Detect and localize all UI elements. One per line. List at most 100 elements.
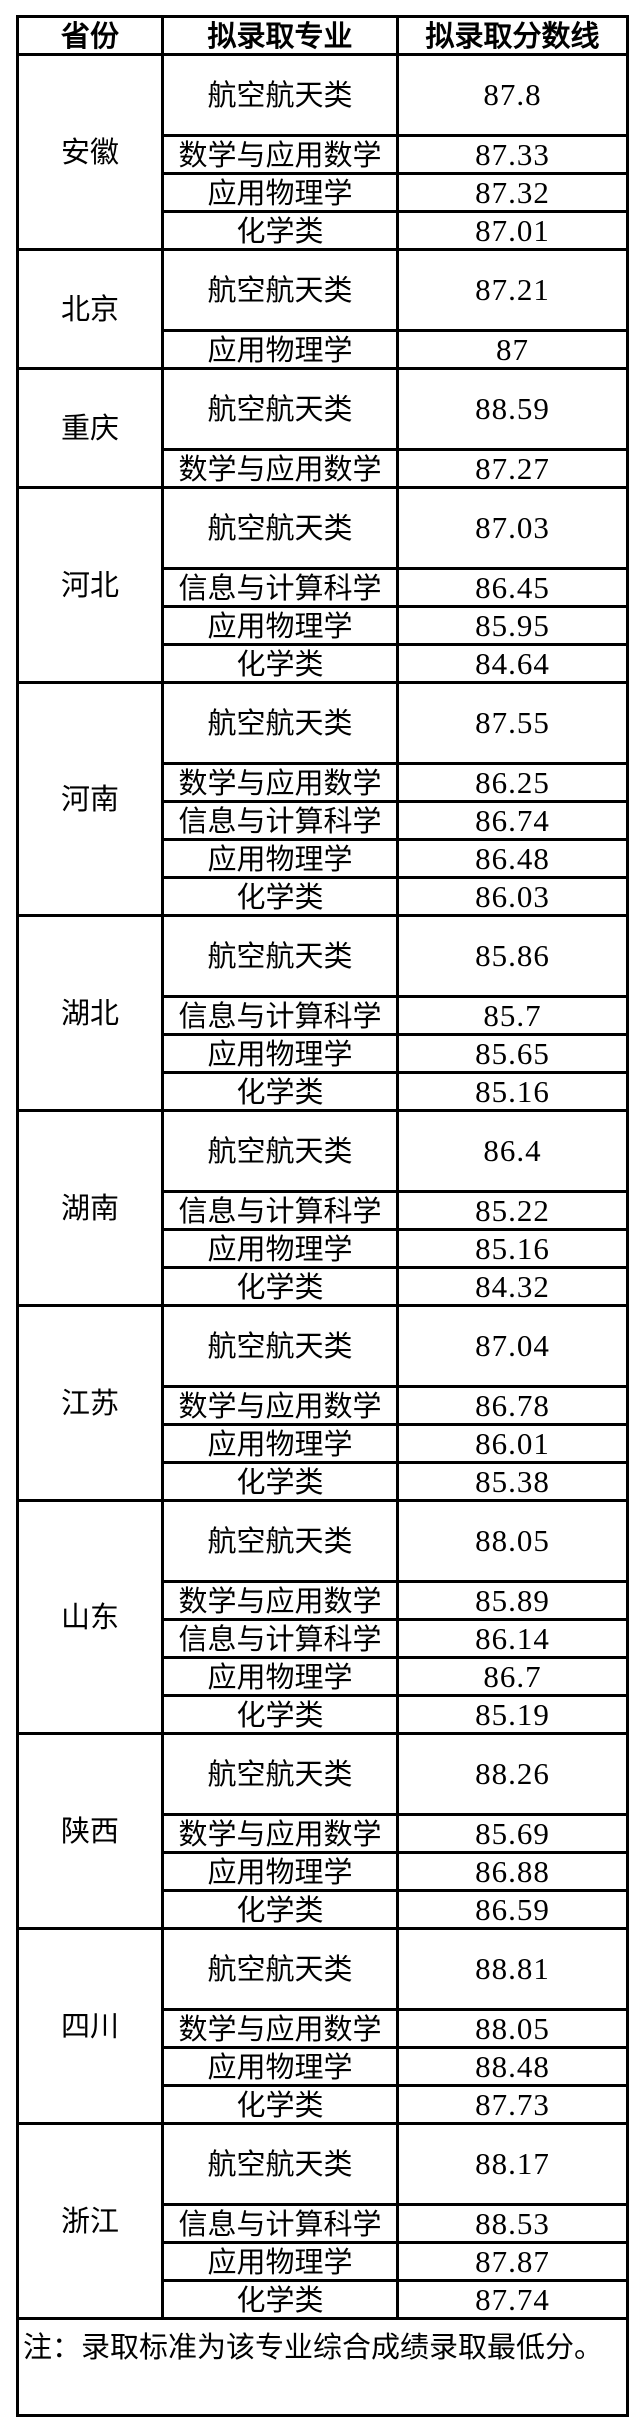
- score-cell: 86.7: [396, 1656, 629, 1697]
- note-text: 注：录取标准为该专业综合成绩录取最低分。: [16, 2317, 629, 2417]
- major-cell: 化学类: [161, 210, 399, 251]
- table-row: 数学与应用数学 86.25: [18, 762, 629, 803]
- major-cell: 数学与应用数学: [161, 134, 399, 175]
- province-cell: 四川: [16, 1927, 164, 2125]
- table-row: 信息与计算科学 85.7: [18, 995, 629, 1036]
- table-row: 湖北 航空航天类 85.86: [16, 914, 629, 1112]
- score-cell: 85.65: [396, 1033, 629, 1074]
- major-cell: 化学类: [161, 643, 399, 684]
- admission-score-table: 省份 拟录取专业 拟录取分数线 安徽 航空航天类 87.8 数学与应用数学 87.33 应…: [16, 15, 629, 2417]
- score-cell: 84.32: [396, 1266, 629, 1307]
- table-row: 重庆 航空航天类 88.59: [16, 367, 629, 489]
- major-cell: 航空航天类: [161, 1109, 399, 1193]
- score-cell: 88.05: [396, 1499, 629, 1583]
- score-cell: 85.16: [396, 1228, 629, 1269]
- table-row: 应用物理学 87: [18, 329, 629, 370]
- table-row: 信息与计算科学 86.14: [18, 1618, 629, 1659]
- score-cell: 86.59: [396, 1889, 629, 1930]
- score-cell: 86.03: [396, 876, 629, 917]
- province-cell: 重庆: [16, 367, 164, 489]
- province-cell: 河南: [16, 681, 164, 917]
- major-cell: 航空航天类: [161, 681, 399, 765]
- score-cell: 85.22: [396, 1190, 629, 1231]
- province-cell: 北京: [16, 248, 164, 370]
- score-cell: 84.64: [396, 643, 629, 684]
- major-cell: 应用物理学: [161, 605, 399, 646]
- major-cell: 应用物理学: [161, 2046, 399, 2087]
- major-cell: 应用物理学: [161, 1851, 399, 1892]
- score-cell: 87.03: [396, 486, 629, 570]
- table-row: 湖南 航空航天类 86.4: [16, 1109, 629, 1307]
- table-row: 应用物理学 86.48: [18, 838, 629, 879]
- score-cell: 87: [396, 329, 629, 370]
- major-cell: 航空航天类: [161, 367, 399, 451]
- major-cell: 航空航天类: [161, 1732, 399, 1816]
- province-cell: 河北: [16, 486, 164, 684]
- province-cell: 安徽: [16, 53, 164, 251]
- major-cell: 应用物理学: [161, 838, 399, 879]
- table-row: 江苏 航空航天类 87.04: [16, 1304, 629, 1502]
- score-cell: 87.01: [396, 210, 629, 251]
- table-body: 安徽 航空航天类 87.8 数学与应用数学 87.33 应用物理学 87.32 化学类 87.0…: [16, 53, 629, 2320]
- major-cell: 航空航天类: [161, 486, 399, 570]
- score-cell: 85.86: [396, 914, 629, 998]
- major-cell: 应用物理学: [161, 1033, 399, 1074]
- table-row: 化学类 86.03: [18, 876, 629, 917]
- table-row: 信息与计算科学 86.74: [18, 800, 629, 841]
- score-cell: 86.45: [396, 567, 629, 608]
- major-cell: 应用物理学: [161, 1228, 399, 1269]
- table-row: 数学与应用数学 87.27: [18, 448, 629, 489]
- score-cell: 87.74: [396, 2279, 629, 2320]
- score-cell: 86.4: [396, 1109, 629, 1193]
- table-row: 化学类 87.74: [18, 2279, 629, 2320]
- table-row: 信息与计算科学 86.45: [18, 567, 629, 608]
- score-cell: 88.53: [396, 2203, 629, 2244]
- table-row: 化学类 84.32: [18, 1266, 629, 1307]
- table-row: 四川 航空航天类 88.81: [16, 1927, 629, 2125]
- score-cell: 88.05: [396, 2008, 629, 2049]
- table-row: 应用物理学 86.01: [18, 1423, 629, 1464]
- table-row: 应用物理学 86.7: [18, 1656, 629, 1697]
- major-cell: 数学与应用数学: [161, 2008, 399, 2049]
- province-cell: 江苏: [16, 1304, 164, 1502]
- score-cell: 86.78: [396, 1385, 629, 1426]
- score-cell: 86.14: [396, 1618, 629, 1659]
- province-cell: 陕西: [16, 1732, 164, 1930]
- score-cell: 86.74: [396, 800, 629, 841]
- table-row: 化学类 84.64: [18, 643, 629, 684]
- table-row: 数学与应用数学 85.89: [18, 1580, 629, 1621]
- table-row: 化学类 87.01: [18, 210, 629, 251]
- table-row: 应用物理学 86.88: [18, 1851, 629, 1892]
- province-cell: 浙江: [16, 2122, 164, 2320]
- score-cell: 87.8: [396, 53, 629, 137]
- major-cell: 化学类: [161, 1266, 399, 1307]
- table-row: 北京 航空航天类 87.21: [16, 248, 629, 370]
- major-cell: 数学与应用数学: [161, 1580, 399, 1621]
- score-cell: 85.16: [396, 1071, 629, 1112]
- major-cell: 应用物理学: [161, 1656, 399, 1697]
- score-cell: 87.04: [396, 1304, 629, 1388]
- score-cell: 87.87: [396, 2241, 629, 2282]
- province-cell: 湖北: [16, 914, 164, 1112]
- table-row: 应用物理学 88.48: [18, 2046, 629, 2087]
- major-cell: 化学类: [161, 2279, 399, 2320]
- table-row: 应用物理学 87.32: [18, 172, 629, 213]
- score-cell: 85.19: [396, 1694, 629, 1735]
- score-cell: 85.89: [396, 1580, 629, 1621]
- major-cell: 信息与计算科学: [161, 1618, 399, 1659]
- score-cell: 87.21: [396, 248, 629, 332]
- table-row: 应用物理学 85.65: [18, 1033, 629, 1074]
- table-row: 应用物理学 85.16: [18, 1228, 629, 1269]
- table-row: 化学类 87.73: [18, 2084, 629, 2125]
- table-row: 河南 航空航天类 87.55: [16, 681, 629, 917]
- major-cell: 航空航天类: [161, 1304, 399, 1388]
- major-cell: 数学与应用数学: [161, 762, 399, 803]
- table-row: 浙江 航空航天类 88.17: [16, 2122, 629, 2320]
- major-cell: 应用物理学: [161, 172, 399, 213]
- score-cell: 85.7: [396, 995, 629, 1036]
- score-cell: 87.33: [396, 134, 629, 175]
- major-cell: 化学类: [161, 1694, 399, 1735]
- major-cell: 航空航天类: [161, 1499, 399, 1583]
- score-cell: 86.88: [396, 1851, 629, 1892]
- score-cell: 85.38: [396, 1461, 629, 1502]
